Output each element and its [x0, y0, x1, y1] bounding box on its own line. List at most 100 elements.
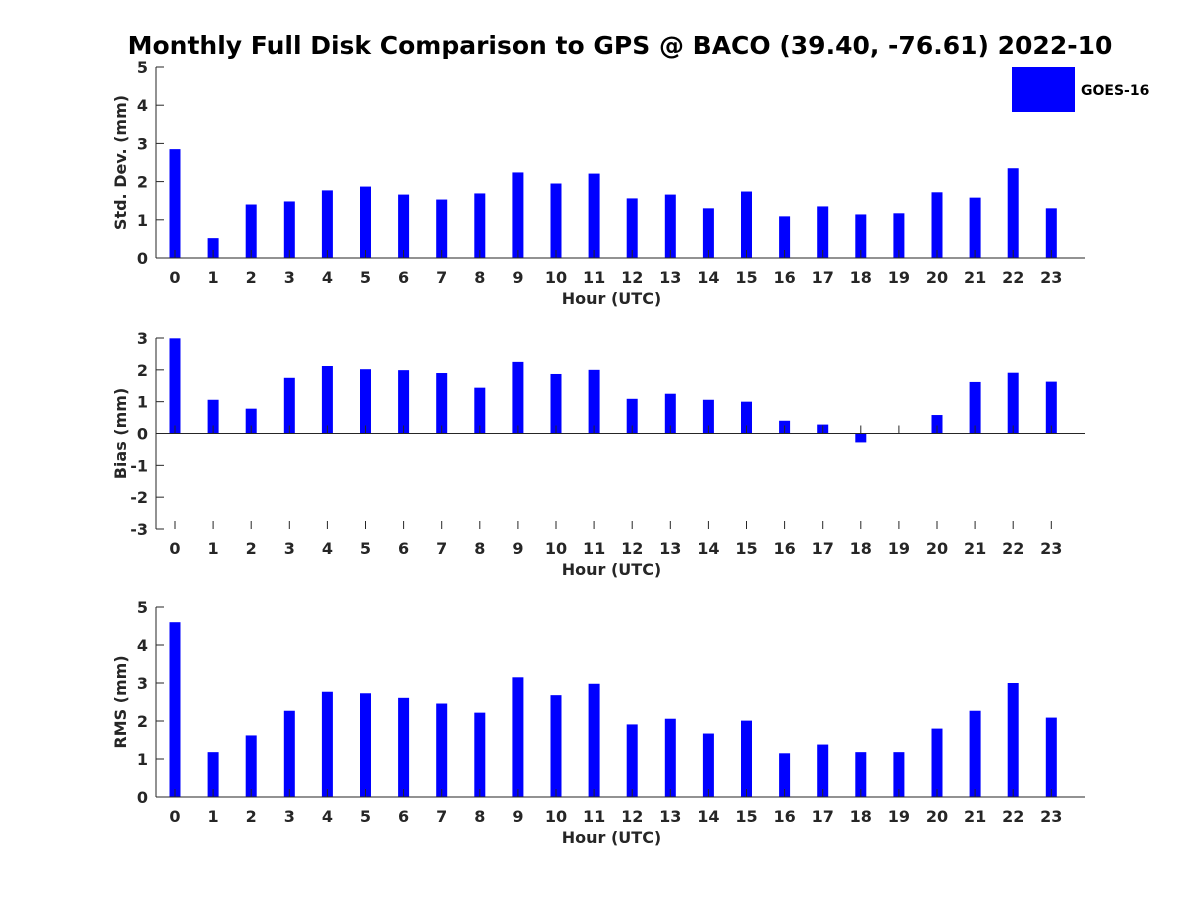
- std-dev-x-tick-label: 15: [735, 268, 757, 287]
- std-dev-x-tick-label: 11: [583, 268, 605, 287]
- std-dev-bar: [779, 216, 791, 258]
- rms-x-tick-label: 17: [812, 807, 834, 826]
- bias-x-axis-label: Hour (UTC): [562, 560, 662, 579]
- bias-bar: [550, 373, 562, 434]
- bias-x-tick-label: 14: [697, 539, 719, 558]
- std-dev-bar: [1007, 168, 1019, 258]
- bias-x-tick-label: 21: [964, 539, 986, 558]
- bias-x-tick-label: 9: [512, 539, 523, 558]
- rms-bar: [969, 710, 981, 797]
- rms-bar: [474, 712, 486, 797]
- rms-bar: [893, 752, 905, 797]
- bias-x-tick-label: 16: [773, 539, 795, 558]
- std-dev-x-tick-label: 16: [773, 268, 795, 287]
- rms-x-tick-label: 7: [436, 807, 447, 826]
- bias-bar: [741, 401, 752, 434]
- rms-bar: [169, 622, 181, 797]
- rms-x-tick-label: 20: [926, 807, 948, 826]
- bias-bar: [855, 433, 867, 443]
- rms-bar: [779, 753, 791, 797]
- rms-x-tick-label: 6: [398, 807, 409, 826]
- std-dev-x-tick-label: 17: [812, 268, 834, 287]
- std-dev-x-tick-label: 7: [436, 268, 447, 287]
- std-dev-panel: 0 1 2 3 4 5 6 7 8 9 10 11 12 13 14 15 16 17 18 19 20 21 22 2301…: [111, 58, 1085, 308]
- bias-y-tick-label: 3: [137, 329, 148, 348]
- rms-bar: [855, 752, 867, 797]
- rms-bar: [626, 724, 638, 797]
- std-dev-bar: [169, 149, 181, 258]
- std-dev-x-tick-label: 12: [621, 268, 643, 287]
- std-dev-y-tick-label: 1: [137, 211, 148, 230]
- rms-bar: [817, 744, 829, 797]
- std-dev-y-tick-label: 5: [137, 58, 148, 77]
- std-dev-bar: [855, 214, 867, 258]
- bias-bar: [626, 398, 638, 434]
- bias-x-tick-label: 12: [621, 539, 643, 558]
- std-dev-x-tick-label: 6: [398, 268, 409, 287]
- legend: GOES-16: [1012, 67, 1149, 112]
- std-dev-x-tick-label: 14: [697, 268, 719, 287]
- rms-y-tick-label: 1: [137, 750, 148, 769]
- bias-x-tick-label: 2: [246, 539, 257, 558]
- bias-bar: [931, 415, 943, 434]
- bias-x-tick-label: 10: [545, 539, 567, 558]
- rms-x-tick-label: 13: [659, 807, 681, 826]
- bias-x-tick-label: 19: [888, 539, 910, 558]
- bias-x-tick-label: 17: [812, 539, 834, 558]
- bias-y-tick-label: 2: [137, 361, 148, 380]
- bias-x-tick-label: 6: [398, 539, 409, 558]
- rms-y-tick-label: 3: [137, 674, 148, 693]
- rms-x-tick-label: 9: [512, 807, 523, 826]
- std-dev-bar: [512, 172, 524, 258]
- std-dev-x-tick-label: 18: [850, 268, 872, 287]
- rms-y-tick-label: 2: [137, 712, 148, 731]
- rms-bar: [1007, 683, 1019, 797]
- std-dev-x-tick-label: 8: [474, 268, 485, 287]
- bias-bar: [436, 373, 448, 434]
- rms-x-tick-label: 15: [735, 807, 757, 826]
- rms-x-tick-label: 8: [474, 807, 485, 826]
- bias-bar: [169, 338, 181, 434]
- rms-bar: [245, 735, 257, 797]
- std-dev-x-tick-label: 23: [1040, 268, 1062, 287]
- rms-bar: [512, 677, 524, 797]
- bias-x-tick-label: 22: [1002, 539, 1024, 558]
- rms-bar: [436, 703, 448, 797]
- std-dev-bar: [436, 199, 448, 258]
- std-dev-bar: [207, 238, 219, 258]
- bias-bar: [1007, 372, 1019, 434]
- std-dev-bar: [1045, 208, 1057, 258]
- rms-x-tick-label: 11: [583, 807, 605, 826]
- std-dev-x-tick-label: 19: [888, 268, 910, 287]
- std-dev-bar: [283, 201, 295, 258]
- rms-y-tick-label: 4: [137, 636, 148, 655]
- std-dev-bar: [321, 190, 333, 258]
- legend-label: GOES-16: [1081, 83, 1149, 99]
- bias-x-tick-label: 4: [322, 539, 333, 558]
- bias-x-tick-label: 18: [850, 539, 872, 558]
- bias-y-tick-label: 0: [137, 425, 148, 444]
- rms-bar: [702, 733, 714, 797]
- rms-bar: [321, 691, 333, 797]
- rms-bar: [1045, 717, 1057, 797]
- rms-bar: [283, 710, 295, 797]
- bias-y-tick-label: -2: [130, 488, 148, 507]
- bias-x-tick-label: 1: [208, 539, 219, 558]
- rms-x-tick-label: 4: [322, 807, 333, 826]
- rms-bar: [931, 728, 943, 797]
- bias-x-tick-label: 0: [169, 539, 180, 558]
- std-dev-bar: [664, 194, 676, 258]
- bias-y-tick-label: -1: [130, 456, 148, 475]
- rms-x-tick-label: 10: [545, 807, 567, 826]
- legend-swatch: [1012, 67, 1075, 112]
- rms-panel: 0 1 2 3 4 5 6 7 8 9 10 11 12 13 14 15 16 17 18 19 20 21 22 2301…: [111, 598, 1085, 847]
- bias-bar: [969, 381, 981, 434]
- std-dev-x-tick-label: 4: [322, 268, 333, 287]
- rms-x-tick-label: 1: [208, 807, 219, 826]
- std-dev-x-tick-label: 1: [208, 268, 219, 287]
- rms-x-tick-label: 19: [888, 807, 910, 826]
- std-dev-x-tick-label: 3: [284, 268, 295, 287]
- std-dev-bar: [931, 192, 943, 258]
- rms-x-tick-label: 18: [850, 807, 872, 826]
